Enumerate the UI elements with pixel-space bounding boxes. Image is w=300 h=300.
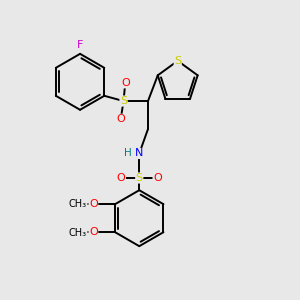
Text: S: S bbox=[136, 173, 143, 183]
Text: O: O bbox=[89, 199, 98, 209]
Text: O: O bbox=[116, 114, 125, 124]
Text: O: O bbox=[89, 227, 98, 237]
Text: O: O bbox=[153, 173, 162, 183]
Text: O: O bbox=[121, 78, 130, 88]
Text: CH₃: CH₃ bbox=[69, 228, 87, 238]
Text: N: N bbox=[135, 148, 143, 158]
Text: S: S bbox=[120, 96, 127, 106]
Text: F: F bbox=[77, 40, 83, 50]
Text: O: O bbox=[117, 173, 125, 183]
Text: S: S bbox=[174, 56, 181, 66]
Text: H: H bbox=[124, 148, 132, 158]
Text: CH₃: CH₃ bbox=[69, 199, 87, 208]
